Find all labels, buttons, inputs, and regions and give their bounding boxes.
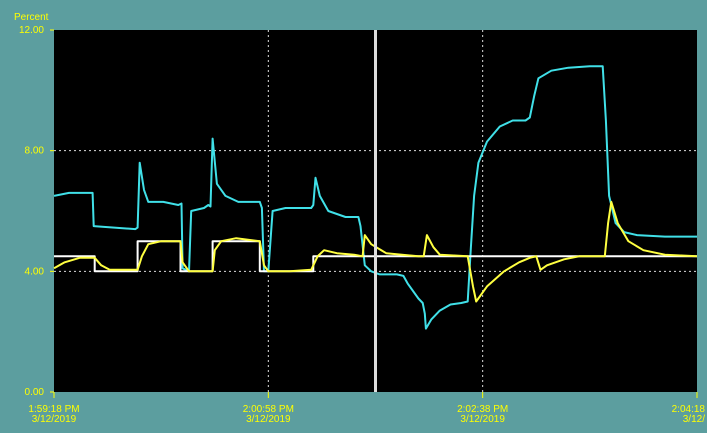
y-tick-label: 8.00 bbox=[25, 146, 45, 157]
series-line-3 bbox=[53, 200, 698, 303]
x-tick-date: 3/12/2019 bbox=[246, 414, 291, 425]
y-axis-label: Percent bbox=[14, 12, 49, 23]
x-tick-date: 3/12/2019 bbox=[32, 414, 77, 425]
y-tick-label: 4.00 bbox=[25, 266, 45, 277]
x-tick-time: 2:04:18 bbox=[672, 404, 706, 415]
x-tick-time: 2:00:58 PM bbox=[243, 404, 294, 415]
x-tick-time: 1:59:18 PM bbox=[28, 404, 79, 415]
x-tick-time: 2:02:38 PM bbox=[457, 404, 508, 415]
series-lines bbox=[53, 65, 698, 330]
y-tick-label: 12.00 bbox=[19, 25, 44, 36]
x-tick-date: 3/12/ bbox=[683, 414, 705, 425]
y-tick-label: 0.00 bbox=[25, 387, 45, 398]
x-tick-date: 3/12/2019 bbox=[460, 414, 505, 425]
y-axis-ticks: 12.00 8.00 4.00 0.00 bbox=[19, 25, 54, 398]
